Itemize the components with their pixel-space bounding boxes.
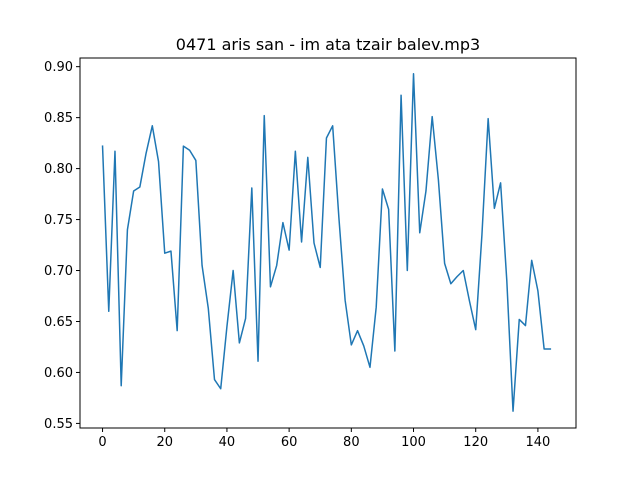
x-tick-label: 120 — [463, 435, 488, 450]
x-tick-label: 60 — [281, 435, 298, 450]
chart-title: 0471 aris san - im ata tzair balev.mp3 — [176, 35, 480, 54]
y-tick-label: 0.85 — [44, 111, 73, 126]
y-tick-label: 0.55 — [44, 417, 73, 432]
series-line — [101, 73, 552, 412]
x-tick-label: 40 — [219, 435, 236, 450]
x-tick-label: 140 — [525, 435, 550, 450]
x-tick-label: 0 — [98, 435, 106, 450]
x-tick-label: 100 — [401, 435, 426, 450]
y-tick-label: 0.90 — [44, 60, 73, 75]
y-tick-label: 0.60 — [44, 366, 73, 381]
series-layer — [101, 73, 552, 412]
x-tick-label: 80 — [343, 435, 360, 450]
y-tick-label: 0.80 — [44, 162, 73, 177]
plot-frame — [79, 57, 577, 429]
y-tick-label: 0.75 — [44, 213, 73, 228]
x-tick-label: 20 — [156, 435, 173, 450]
x-axis: 0 20 40 60 80 100 120 140 — [98, 428, 550, 450]
y-tick-label: 0.70 — [44, 264, 73, 279]
y-axis: 0.55 0.60 0.65 0.70 0.75 0.80 0.85 0.90 — [44, 60, 80, 432]
y-tick-label: 0.65 — [44, 315, 73, 330]
